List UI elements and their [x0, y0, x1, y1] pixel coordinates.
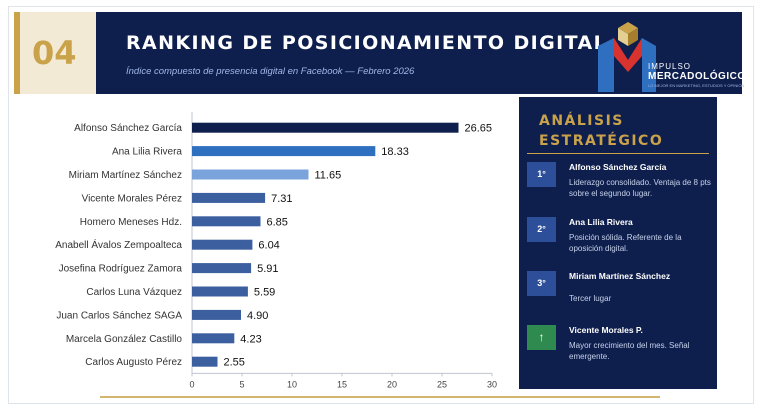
value-label: 6.85 [267, 216, 288, 228]
category-label: Carlos Luna Vázquez [86, 287, 182, 298]
bar-11 [192, 356, 218, 367]
category-label: Ana Lilia Rivera [112, 147, 182, 158]
ranking-bar-chart: Alfonso Sánchez García 26.65 Ana Lilia Riv… [55, 112, 497, 389]
value-label: 26.65 [465, 123, 493, 135]
category-label: Anabell Ávalos Zempoalteca [55, 238, 182, 251]
analysis-item-name: Ana Lilia Rivera [569, 217, 633, 227]
bar-3 [192, 169, 309, 180]
section-number-box: 04 [14, 12, 96, 94]
x-tick-label: 30 [487, 379, 497, 389]
logo-tagline: LO MEJOR EN MARKETING, ESTUDIOS Y OPINIÓ… [648, 83, 745, 88]
value-label: 2.55 [224, 357, 245, 369]
bar-2 [192, 146, 376, 157]
arrow-up-icon: ↑ [527, 325, 556, 350]
value-label: 4.90 [247, 310, 268, 322]
analysis-item-name: Alfonso Sánchez García [569, 162, 667, 172]
x-tick-label: 10 [287, 379, 297, 389]
accent-bar [14, 12, 20, 94]
value-label: 5.91 [257, 263, 278, 275]
value-label: 11.65 [315, 170, 342, 182]
category-label: Marcela González Castillo [66, 334, 183, 345]
section-number: 04 [32, 34, 77, 72]
analysis-item-desc: Mayor crecimiento del mes. Señal emergen… [569, 341, 690, 361]
analysis-item-desc: Tercer lugar [569, 294, 612, 303]
value-label: 4.23 [240, 333, 261, 345]
category-label: Alfonso Sánchez García [74, 123, 182, 134]
x-tick-label: 15 [337, 379, 347, 389]
category-label: Carlos Augusto Pérez [85, 357, 182, 368]
analysis-item-desc: Posición sólida. Referente de la oposici… [569, 233, 682, 253]
panel-title: ANÁLISIS ESTRATÉGICO [539, 111, 709, 151]
bar-1 [192, 122, 459, 133]
category-label: Juan Carlos Sánchez SAGA [56, 310, 182, 321]
x-tick-label: 20 [387, 379, 397, 389]
bar-9 [192, 309, 241, 320]
rank-badge-1: 1° [527, 162, 556, 187]
page-title: RANKING DE POSICIONAMIENTO DIGITAL [126, 32, 608, 54]
x-tick-label: 0 [189, 379, 194, 389]
page-subtitle: Índice compuesto de presencia digital en… [126, 66, 415, 77]
value-label: 7.31 [271, 193, 292, 205]
bar-7 [192, 263, 252, 274]
category-label: Miriam Martínez Sánchez [69, 170, 182, 181]
panel-divider [527, 153, 709, 154]
bar-5 [192, 216, 261, 227]
bar-10 [192, 333, 235, 344]
value-label: 18.33 [381, 146, 409, 158]
rank-badge-3: 3° [527, 271, 556, 296]
footer-rule [100, 396, 660, 398]
logo-line1: IMPULSO [648, 62, 692, 71]
analysis-panel: ANÁLISIS ESTRATÉGICO 1° Alfonso Sánchez … [519, 97, 717, 389]
category-label: Homero Meneses Hdz. [80, 217, 182, 228]
panel-title-line2: ESTRATÉGICO [539, 133, 664, 149]
analysis-item-desc: Liderazgo consolidado. Ventaja de 8 pts … [569, 178, 711, 198]
analysis-item-name: Vicente Morales P. [569, 325, 643, 335]
bar-6 [192, 239, 253, 250]
x-tick-label: 5 [239, 379, 244, 389]
header-banner: 04 RANKING DE POSICIONAMIENTO DIGITAL Ín… [14, 12, 745, 94]
impulso-logo-icon [598, 22, 656, 92]
rank-badge-2: 2° [527, 217, 556, 242]
category-label: Vicente Morales Pérez [82, 193, 182, 204]
bar-8 [192, 286, 248, 297]
logo-line2: MERCADOLÓGICO [648, 71, 746, 82]
value-label: 5.59 [254, 287, 275, 299]
analysis-item-name: Miriam Martínez Sánchez [569, 271, 671, 281]
value-label: 6.04 [258, 240, 279, 252]
x-tick-label: 25 [437, 379, 447, 389]
category-label: Josefina Rodríguez Zamora [59, 264, 183, 275]
panel-title-line1: ANÁLISIS [539, 113, 624, 129]
bar-4 [192, 192, 266, 203]
